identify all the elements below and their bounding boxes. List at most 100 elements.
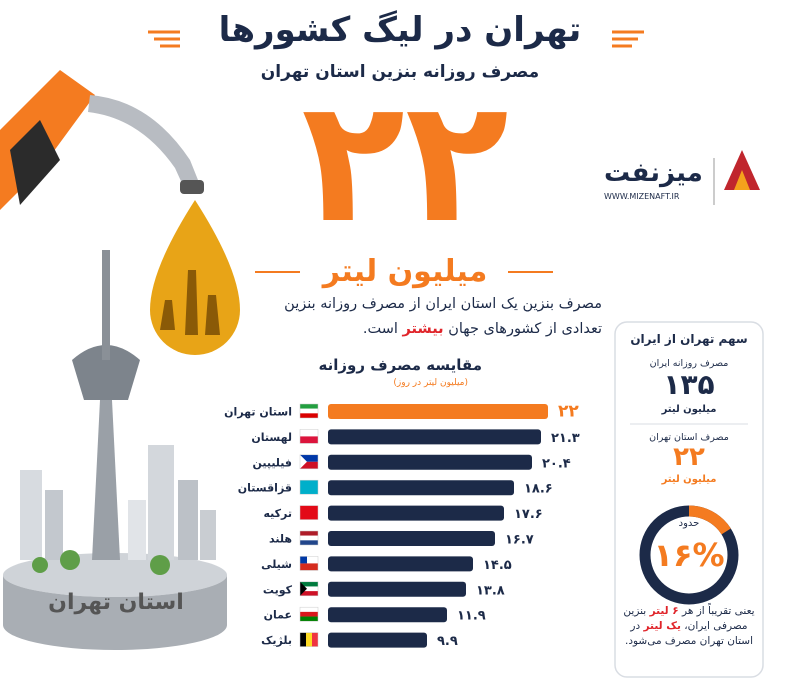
note-text: در استان تهران مصرف می‌شود.	[624, 620, 753, 647]
fuel-nozzle	[0, 70, 204, 210]
sidebar-panel	[614, 321, 764, 678]
note-text: یعنی تقریباً از هر	[682, 605, 755, 617]
subtitle: مصرف روزانه بنزین استان تهران	[260, 62, 540, 82]
brand-url: WWW.MIZENAFT.IR	[604, 192, 680, 201]
flag-stripe	[300, 404, 318, 409]
milad-tower	[3, 250, 227, 650]
chart-title: مقایسه مصرف روزانه	[318, 356, 482, 374]
category-label: استان تهران	[224, 406, 292, 419]
bar	[328, 581, 466, 597]
flag-border	[299, 505, 319, 520]
category-label: فیلیپین	[252, 456, 292, 469]
sidebar-title: سهم تهران از ایران	[630, 332, 748, 346]
category-label: ترکیه	[263, 507, 292, 520]
flag-stripe	[300, 611, 318, 617]
category-label: بلژیک	[261, 634, 292, 647]
value-label: ۲۰.۴	[542, 456, 571, 471]
flag	[299, 454, 319, 470]
share-prefix: حدود	[678, 518, 700, 529]
flag-border	[299, 581, 319, 597]
flag	[299, 429, 319, 444]
description-text: است.	[362, 321, 398, 337]
flag-border	[299, 606, 319, 622]
bar	[328, 607, 447, 623]
flag-stripe	[300, 531, 318, 536]
flag-border	[299, 530, 319, 546]
value-label: ۱۸.۶	[524, 482, 553, 497]
flag-stripe	[300, 436, 318, 444]
description-text: مصرف بنزین یک استان ایران از مصرف روزانه…	[284, 296, 602, 337]
iran-label: مصرف روزانه ایران	[649, 358, 729, 369]
flag-stripe	[300, 591, 318, 596]
value-label: ۱۷.۶	[514, 507, 543, 522]
note-highlight: یک لیتر	[643, 620, 681, 632]
base-label: استان تهران	[48, 590, 184, 615]
flag-stripe	[300, 616, 318, 622]
category-label: لهستان	[251, 431, 292, 444]
flag-stripe	[300, 413, 318, 418]
value-label: ۱۴.۵	[483, 558, 512, 573]
flag-stripe	[300, 429, 318, 437]
flag	[299, 403, 319, 419]
donut-share	[688, 505, 731, 535]
flag-stripe	[300, 535, 318, 541]
tehran-unit: میلیون لیتر	[661, 474, 717, 485]
flag-stripe	[300, 581, 318, 587]
title-decoration	[148, 30, 644, 273]
flag-stripe	[300, 540, 318, 545]
flag-stripe	[312, 632, 318, 647]
flag-stripe	[300, 607, 318, 612]
value-label: ۱۱.۹	[457, 609, 486, 624]
flag-border	[299, 632, 319, 647]
flag-stripe	[300, 556, 318, 564]
flag-square	[300, 556, 307, 564]
bar	[328, 454, 532, 470]
flag-stripe	[300, 563, 318, 571]
flag-triangle	[300, 581, 307, 596]
value-label: ۲۱.۳	[551, 431, 580, 446]
flag	[299, 632, 319, 647]
flag-stripe	[306, 632, 312, 647]
flag-stripe	[300, 586, 318, 592]
title: تهران در لیگ کشورها	[218, 10, 582, 50]
category-label: کویت	[263, 583, 293, 596]
value-label: ۱۶.۷	[505, 533, 534, 548]
flag-border	[299, 479, 319, 495]
flag-stripe	[300, 632, 306, 647]
share-label: ۱۶%	[653, 536, 725, 574]
flag-border	[299, 556, 319, 571]
flag-stripe	[300, 454, 318, 462]
category-label: شیلی	[261, 558, 292, 571]
flag-triangle	[300, 454, 307, 469]
note-highlight: ۶ لیتر	[649, 605, 679, 617]
note-text: بنزین مصرفی ایران،	[623, 605, 748, 632]
value-label: ۲۲	[558, 402, 579, 422]
flag	[299, 581, 319, 597]
value-label: ۱۳.۸	[476, 583, 505, 598]
big-number: ۲۲	[301, 63, 509, 261]
brand-logo	[713, 150, 760, 205]
flag-stripe	[300, 461, 318, 469]
tehran-label: مصرف استان تهران	[649, 432, 729, 443]
value-label: ۹.۹	[437, 634, 458, 649]
iran-value: ۱۳۵	[663, 368, 715, 401]
description: مصرف بنزین یک استان ایران از مصرف روزانه…	[282, 292, 602, 342]
flag-border	[299, 429, 319, 444]
flag-stripe	[300, 480, 318, 495]
fuel-drop	[150, 200, 240, 355]
brand-name: میزنفت	[604, 158, 703, 188]
category-label: قزاقستان	[238, 482, 292, 495]
flag-stripe	[300, 505, 318, 520]
big-unit: میلیون لیتر	[322, 254, 488, 289]
flag	[299, 530, 319, 546]
bar	[328, 632, 427, 648]
bar	[328, 429, 541, 445]
category-label: عمان	[264, 609, 292, 622]
flag-stripe	[300, 408, 318, 414]
chart-subtitle: (میلیون لیتر در روز)	[393, 378, 468, 388]
bar	[328, 480, 514, 496]
iran-unit: میلیون لیتر	[661, 404, 717, 415]
flag	[299, 505, 319, 520]
